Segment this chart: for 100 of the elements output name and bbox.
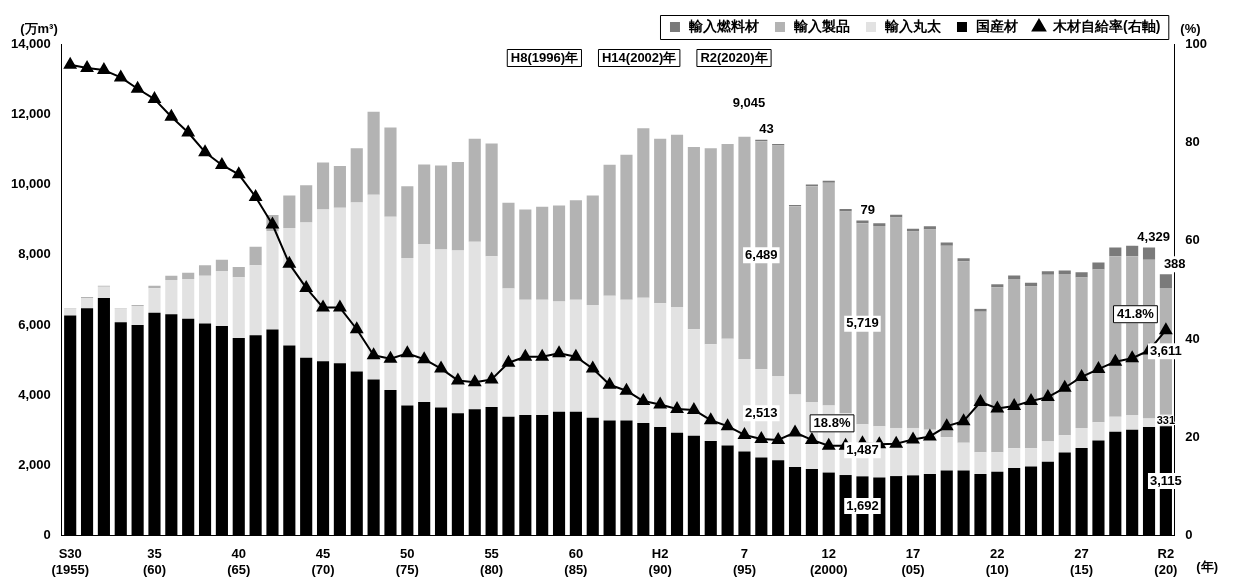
data-label: 3,115 [1149, 472, 1182, 488]
bar [687, 329, 700, 436]
bar [148, 312, 161, 536]
bar [434, 249, 448, 408]
bar [468, 409, 481, 536]
y-tick-label: 2,000 [18, 457, 51, 473]
data-label: 18.8% [813, 414, 851, 430]
bar [1041, 271, 1054, 275]
y-axis-title: (万m³) [20, 21, 58, 37]
legend-label: 国産材 [975, 17, 1018, 34]
bar [1109, 416, 1122, 432]
bar [1058, 452, 1071, 536]
bar [333, 207, 346, 364]
bar [283, 228, 296, 346]
bar [687, 146, 700, 330]
bar [502, 416, 515, 536]
bar [1058, 435, 1071, 453]
bar [485, 143, 498, 257]
bar [1075, 272, 1088, 278]
bar [991, 284, 1004, 288]
bar [788, 206, 802, 395]
bar [620, 154, 633, 300]
bar [906, 231, 920, 428]
x-axis-title: (年) [1196, 559, 1218, 575]
bar [974, 308, 987, 312]
bar [586, 305, 599, 418]
data-label: 3,611 [1149, 342, 1182, 358]
bar [822, 182, 835, 406]
x-tick-label: H2 (90) [648, 546, 672, 577]
bar [418, 243, 431, 402]
x-tick-label: R2 (20) [1154, 546, 1178, 577]
bar [670, 432, 684, 536]
x-tick-label: 7 (95) [732, 546, 757, 577]
y-tick-label: 0 [43, 527, 51, 543]
x-tick-label: 40 (65) [227, 546, 251, 577]
bar [283, 345, 296, 536]
y-tick-label: 12,000 [11, 105, 51, 121]
data-label: 6,489 [745, 246, 778, 262]
x-tick-label: 55 (80) [480, 546, 504, 577]
bar [333, 165, 346, 208]
bar [822, 472, 835, 536]
bar [1092, 269, 1105, 423]
bar [1075, 277, 1088, 428]
bar [654, 426, 667, 536]
bar [586, 195, 599, 306]
bar [1109, 431, 1122, 536]
bar [552, 205, 566, 302]
annotation: R2(2020)年 [700, 49, 768, 65]
bar [957, 470, 970, 536]
bar [1092, 422, 1105, 441]
data-label: 2,513 [745, 404, 778, 420]
x-tick-label: 50 (75) [395, 546, 419, 577]
bar [418, 401, 431, 536]
bar [384, 216, 397, 391]
annotation: H8(1996)年 [510, 49, 578, 65]
bar [654, 303, 667, 427]
bar [1008, 468, 1021, 536]
bar [1008, 448, 1021, 468]
bar [350, 371, 363, 536]
bar [670, 307, 684, 433]
y-tick-label: 8,000 [18, 246, 51, 262]
bar [1041, 440, 1054, 462]
bar [1159, 274, 1172, 288]
data-label: 79 [860, 202, 875, 218]
bar [805, 469, 818, 536]
bar [603, 164, 616, 296]
bar [923, 473, 936, 536]
bar [906, 228, 920, 232]
bar [957, 258, 970, 262]
bar [569, 411, 582, 536]
bar [569, 200, 582, 300]
bar [114, 308, 127, 323]
bar [974, 311, 987, 453]
bar [536, 414, 549, 536]
bar [215, 259, 228, 271]
bar [890, 476, 903, 536]
data-label: 388 [1163, 255, 1186, 271]
bar [401, 186, 414, 258]
bar [1008, 279, 1021, 449]
bar [249, 265, 262, 336]
bar [772, 460, 785, 536]
x-tick-label: 60 (85) [564, 546, 588, 577]
legend-label: 木材自給率(右軸) [1051, 17, 1161, 34]
bar [974, 473, 987, 536]
bar [165, 275, 178, 281]
x-tick-label: 22 (10) [985, 546, 1009, 577]
bar [1024, 448, 1038, 467]
y2-tick-label: 40 [1185, 330, 1200, 346]
bar [502, 288, 515, 417]
bar [249, 335, 262, 536]
bar [1058, 274, 1071, 436]
bar [974, 452, 987, 474]
bar [1092, 440, 1105, 536]
bar [906, 475, 920, 536]
y-tick-label: 14,000 [11, 35, 51, 51]
bar [401, 405, 414, 536]
bar [1075, 427, 1088, 448]
y2-axis-title: (%) [1180, 21, 1201, 37]
bar [434, 407, 448, 536]
bar [131, 325, 144, 536]
